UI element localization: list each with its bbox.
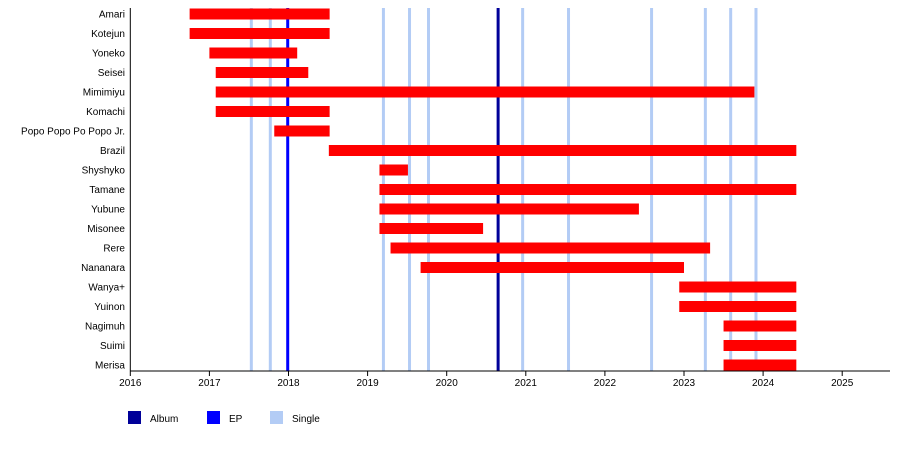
member-bar (189, 28, 330, 39)
member-bar (379, 223, 484, 234)
member-label: Brazil (100, 146, 125, 157)
member-label: Komachi (86, 107, 125, 118)
member-bar (420, 262, 684, 273)
x-tick-label: 2019 (356, 378, 379, 389)
member-bar (209, 47, 298, 59)
member-label: Yoneko (92, 49, 125, 60)
x-tick-label: 2023 (673, 378, 696, 389)
x-tick-label: 2024 (752, 378, 775, 389)
member-bar (390, 242, 711, 254)
member-label: Yubune (91, 205, 125, 216)
member-bar (274, 125, 330, 137)
legend-label: Single (292, 414, 320, 425)
member-bar (215, 67, 309, 78)
member-bar (723, 340, 797, 351)
member-bar (379, 184, 797, 195)
member-label: Rere (103, 244, 125, 255)
member-label: Wanya+ (88, 283, 125, 294)
x-tick-label: 2020 (436, 378, 459, 389)
x-tick-label: 2025 (831, 378, 854, 389)
member-label: Popo Popo Po Popo Jr. (21, 127, 125, 138)
member-label: Merisa (95, 361, 125, 372)
x-tick-label: 2018 (277, 378, 300, 389)
member-bar (679, 301, 797, 312)
x-tick-label: 2017 (198, 378, 221, 389)
legend-label: EP (229, 414, 243, 425)
member-label: Amari (99, 10, 125, 21)
legend-swatch-album (128, 411, 141, 424)
member-bar (189, 8, 330, 20)
member-label: Shyshyko (82, 166, 126, 177)
member-bar (679, 281, 797, 293)
legend-swatch-ep (207, 411, 220, 424)
member-bar (328, 145, 797, 156)
member-label: Yuinon (94, 302, 125, 313)
legend-label: Album (150, 414, 178, 425)
member-bar (379, 203, 639, 215)
member-label: Tamane (89, 185, 125, 196)
member-bar (379, 164, 408, 176)
member-label: Mimimiyu (83, 88, 125, 99)
member-label: Suimi (100, 341, 125, 352)
member-label: Misonee (87, 224, 125, 235)
member-bar (723, 320, 797, 332)
x-tick-label: 2021 (515, 378, 538, 389)
member-label: Nagimuh (85, 322, 125, 333)
member-bar (215, 106, 330, 117)
member-label: Seisei (98, 68, 125, 79)
member-label: Kotejun (91, 29, 125, 40)
member-bar (215, 86, 755, 98)
x-tick-label: 2022 (594, 378, 617, 389)
member-bar (723, 359, 797, 371)
legend-swatch-single (270, 411, 283, 424)
member-label: Nananara (81, 263, 125, 274)
x-tick-label: 2016 (119, 378, 142, 389)
